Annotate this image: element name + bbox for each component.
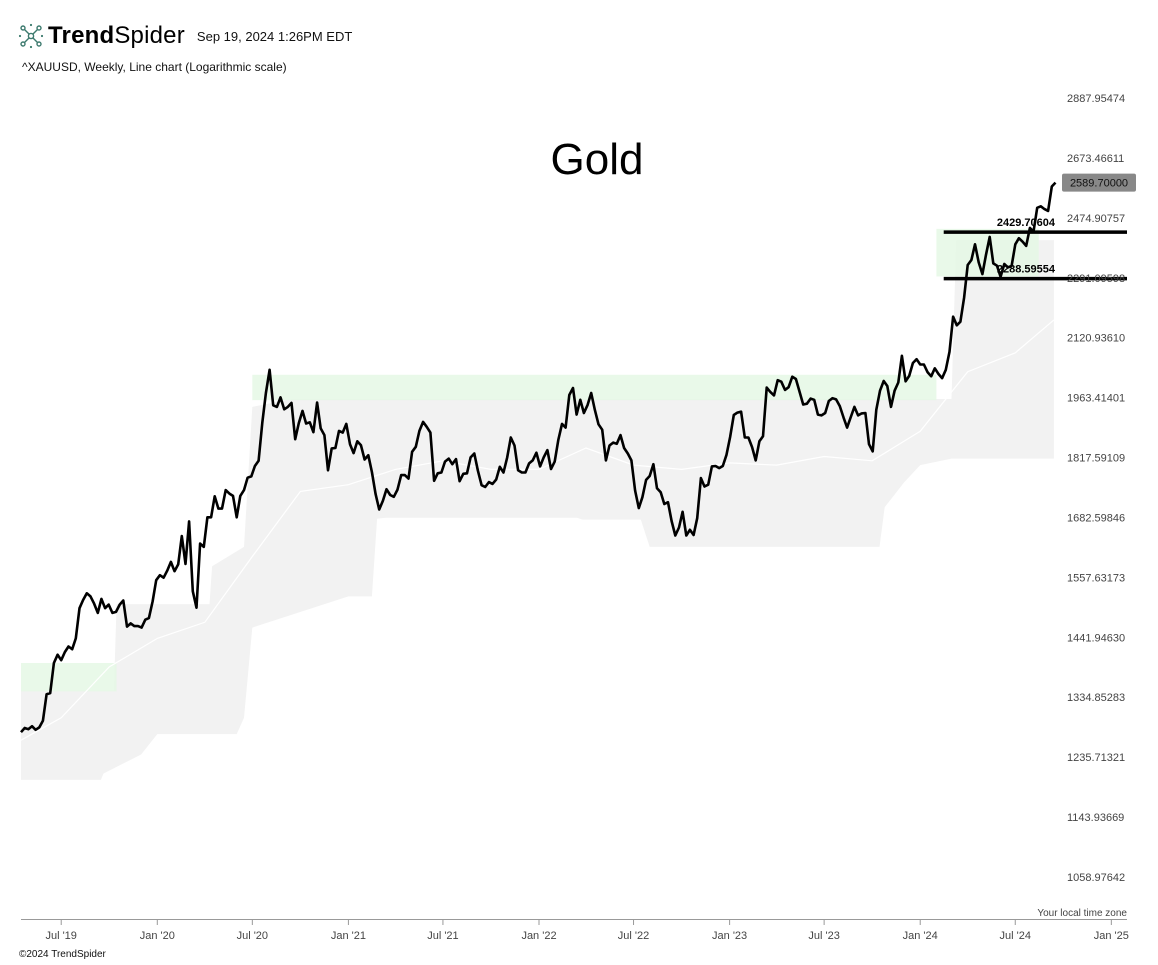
y-tick-label: 1963.41401 [1067, 393, 1125, 405]
brand-bold: Trend [48, 22, 115, 49]
y-tick-label: 1235.71321 [1067, 752, 1125, 764]
last-price-label: 2589.70000 [1070, 178, 1128, 190]
y-tick-label: 2887.95474 [1067, 93, 1125, 105]
grey-price-band [21, 240, 1054, 780]
x-tick-label: Jan '24 [903, 930, 938, 942]
y-tick-label: 1682.59846 [1067, 512, 1125, 524]
header: TrendSpider Sep 19, 2024 1:26PM EDT [18, 20, 352, 52]
support-zone-1 [21, 663, 117, 692]
chart-subtitle: ^XAUUSD, Weekly, Line chart (Logarithmic… [22, 60, 287, 74]
y-tick-label: 1817.59109 [1067, 453, 1125, 465]
y-tick-label: 1058.97642 [1067, 872, 1125, 884]
y-tick-label: 2291.09598 [1067, 273, 1125, 285]
last-price-badge: 2589.70000 [1062, 173, 1136, 192]
x-tick-label: Jan '23 [712, 930, 747, 942]
y-tick-label: 1334.85283 [1067, 692, 1125, 704]
y-axis-labels: 2887.95474 2673.46611 2474.90757 2291.09598… [1067, 93, 1125, 884]
level-lines: 2429.70604 2288.59554 [943, 217, 1127, 281]
brand-name: TrendSpider [48, 24, 185, 48]
y-tick-label: 2120.93610 [1067, 333, 1125, 345]
y-tick-label: 1143.93669 [1067, 812, 1124, 824]
y-tick-label: 1557.63173 [1067, 572, 1125, 584]
x-tick-label: Jan '25 [1094, 930, 1129, 942]
copyright: ©2024 TrendSpider [19, 949, 106, 960]
support-zone-2 [252, 374, 937, 401]
x-tick-label: Jul '19 [45, 930, 76, 942]
x-axis: Jul '19 Jan '20 Jul '20 Jan '21 Jul '21 Jan '… [21, 919, 1129, 942]
x-tick-label: Jan '22 [521, 930, 556, 942]
chart-title: Gold [551, 135, 644, 184]
x-tick-label: Jul '22 [618, 930, 649, 942]
x-tick-label: Jul '23 [808, 930, 839, 942]
timestamp: Sep 19, 2024 1:26PM EDT [196, 28, 353, 44]
y-tick-label: 1441.94630 [1067, 632, 1125, 644]
x-tick-label: Jul '24 [1000, 930, 1031, 942]
x-tick-label: Jan '20 [140, 930, 175, 942]
y-tick-label: 2673.46611 [1067, 153, 1124, 165]
y-tick-label: 2474.90757 [1067, 213, 1125, 225]
x-tick-label: Jan '21 [331, 930, 366, 942]
trendspider-logo-icon [18, 23, 44, 49]
brand-light: Spider [114, 22, 185, 49]
band-mid-line [20, 319, 1055, 741]
last-price-badge-bg [1062, 173, 1136, 192]
price-line [20, 181, 1057, 734]
x-tick-label: Jul '20 [237, 930, 268, 942]
level-label-2: 2288.59554 [997, 264, 1056, 276]
x-tick-label: Jul '21 [427, 930, 458, 942]
price-bands [21, 240, 1054, 780]
level-label-1: 2429.70604 [997, 217, 1056, 229]
support-zones [21, 228, 1039, 692]
timezone-label: Your local time zone [1037, 908, 1127, 919]
